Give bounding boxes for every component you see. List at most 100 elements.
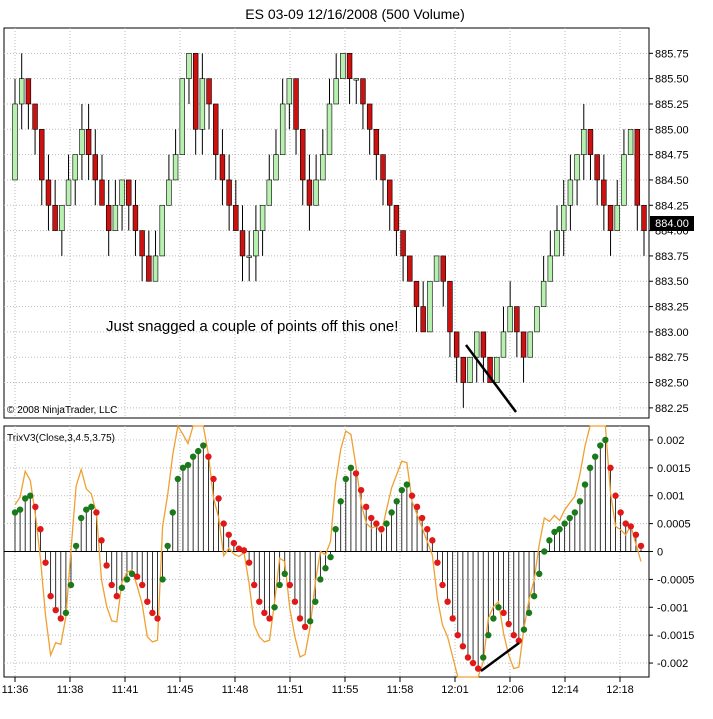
dot-falling: [57, 615, 65, 622]
candle-up: [246, 255, 252, 258]
dot-rising: [128, 570, 136, 578]
candle-up: [172, 154, 179, 181]
dot-rising: [536, 570, 543, 578]
dot-rising: [195, 447, 202, 455]
candle-down: [387, 179, 393, 206]
candle-down: [92, 154, 99, 181]
dot-falling: [230, 539, 238, 547]
candle-down: [453, 331, 460, 358]
dot-falling: [607, 464, 614, 472]
candle-down: [641, 204, 647, 231]
candle-up: [534, 306, 540, 333]
dot-falling: [357, 486, 365, 494]
candle-up: [467, 356, 473, 383]
candle-up: [474, 331, 480, 358]
indicator-tick-label: 0.002: [657, 435, 685, 447]
dot-rising: [576, 498, 584, 505]
dot-falling: [474, 665, 482, 672]
candle-down: [360, 78, 366, 105]
dot-rising: [490, 615, 497, 622]
dot-falling: [144, 598, 151, 605]
candle-up: [614, 204, 620, 231]
candle-down: [460, 356, 467, 383]
indicator-y-axis: 0.002 0.0015 0.001 0.0005 0 -0.0005 -0.001 -0.0…: [649, 435, 694, 670]
candle-down: [607, 204, 614, 231]
dot-falling: [261, 609, 268, 617]
dot-falling: [449, 615, 456, 622]
price-tick-label: 885.25: [655, 99, 689, 111]
indicator-histogram: [14, 439, 642, 669]
dot-rising: [164, 542, 171, 550]
dot-falling: [408, 492, 416, 499]
candle-down: [293, 78, 299, 130]
dot-rising: [586, 464, 594, 472]
dot-rising: [530, 592, 538, 600]
indicator-title: TrixV3(Close,3,4.5,3.75): [7, 433, 115, 444]
dot-rising: [383, 520, 390, 527]
dot-falling: [235, 545, 243, 552]
dot-rising: [62, 609, 70, 617]
x-tick-label: 11:58: [387, 684, 414, 696]
candle-down: [601, 179, 607, 206]
x-tick-label: 11:45: [167, 684, 194, 696]
dot-falling: [612, 492, 619, 499]
x-tick-label: 12:01: [441, 684, 469, 696]
dot-rising: [546, 537, 553, 544]
candle-down: [634, 128, 641, 206]
dot-rising: [27, 492, 34, 499]
candle-up: [326, 103, 333, 155]
dot-rising: [67, 581, 75, 589]
indicator-tick-label: -0.002: [657, 658, 688, 670]
dot-falling: [266, 615, 273, 622]
candle-down: [480, 331, 487, 358]
dot-rising: [581, 481, 589, 488]
dot-falling: [296, 615, 304, 622]
candle-down: [99, 179, 105, 206]
dot-falling: [210, 475, 217, 483]
last-price-box: [650, 216, 694, 231]
candle-up: [79, 128, 85, 155]
dot-falling: [510, 631, 517, 639]
dot-falling: [418, 514, 426, 522]
candle-down: [146, 255, 152, 282]
dot-falling: [352, 470, 360, 477]
dot-rising: [556, 525, 563, 533]
dot-rising: [561, 520, 568, 527]
dot-rising: [21, 495, 29, 502]
dot-rising: [388, 509, 395, 516]
dot-falling: [291, 598, 299, 605]
dot-falling: [622, 520, 629, 527]
annotation-line: [464, 344, 518, 413]
indicator-tick-label: 0.0015: [657, 463, 691, 475]
candle-up: [253, 230, 259, 257]
dot-rising: [88, 503, 95, 511]
dot-falling: [454, 631, 461, 639]
dot-rising: [571, 509, 579, 516]
candle-up: [621, 154, 627, 206]
dot-falling: [93, 509, 100, 516]
price-tick-label: 885.50: [655, 74, 689, 86]
dot-rising: [276, 581, 283, 589]
candle-down: [400, 230, 406, 257]
dot-rising: [347, 464, 355, 472]
candle-up: [159, 204, 165, 257]
dot-falling: [301, 623, 309, 630]
candle-down: [366, 103, 373, 130]
candle-up: [627, 128, 634, 155]
candle-up: [333, 78, 339, 105]
candle-up: [273, 154, 279, 181]
candle-up: [500, 331, 507, 358]
x-tick-label: 11:51: [277, 684, 304, 696]
dot-falling: [133, 573, 141, 580]
dot-rising: [179, 464, 187, 472]
candle-up: [313, 179, 319, 206]
dot-falling: [373, 520, 380, 527]
dot-falling: [286, 581, 294, 589]
dot-falling: [424, 525, 431, 533]
candle-down: [85, 128, 92, 155]
price-tick-label: 883.75: [655, 251, 689, 263]
dot-falling: [515, 637, 523, 644]
dot-rising: [393, 498, 400, 505]
